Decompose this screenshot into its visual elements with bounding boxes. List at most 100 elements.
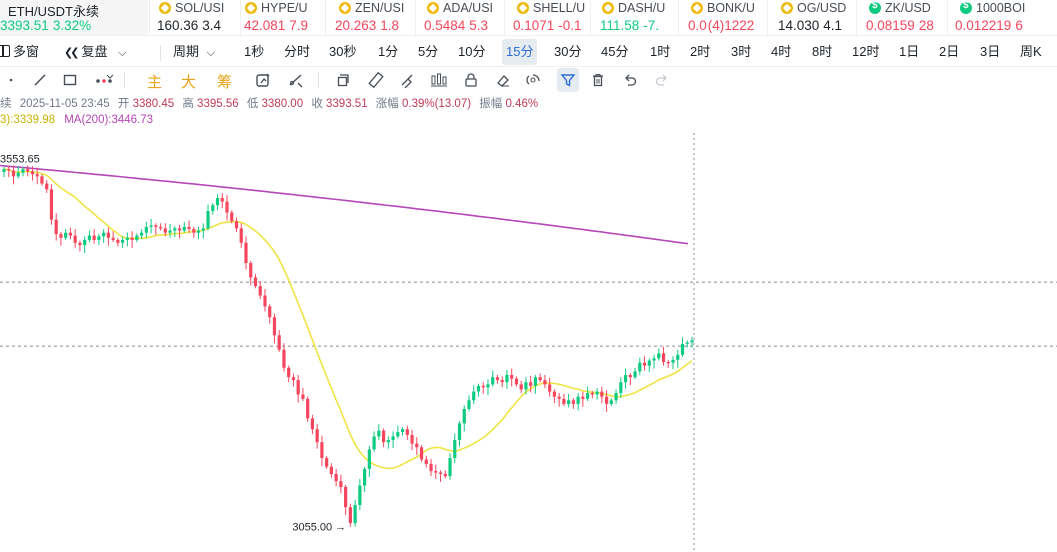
candle-body bbox=[567, 400, 571, 404]
candle-body bbox=[220, 198, 224, 202]
candle-body bbox=[282, 349, 286, 368]
interval-4[interactable]: 1分 bbox=[378, 44, 399, 59]
info-prefix: 续 bbox=[0, 98, 12, 110]
ticker-change: 4.1 bbox=[823, 18, 843, 33]
candle-body bbox=[2, 169, 6, 173]
copy-icon[interactable] bbox=[333, 68, 355, 92]
candle-body bbox=[244, 242, 248, 264]
candle-body bbox=[367, 449, 371, 469]
ohlc-info: 续 2025-11-05 23:45 开 3380.45 高 3395.56 低… bbox=[0, 95, 538, 111]
candle-body bbox=[448, 458, 452, 477]
candle-body bbox=[263, 295, 267, 307]
lock-icon[interactable] bbox=[460, 68, 482, 92]
candle-body bbox=[301, 394, 305, 399]
ruler-icon[interactable] bbox=[365, 68, 387, 92]
interval-5[interactable]: 5分 bbox=[418, 44, 439, 59]
candle-body bbox=[377, 430, 381, 437]
interval-15[interactable]: 12时 bbox=[852, 44, 880, 59]
interval-2[interactable]: 分时 bbox=[284, 44, 311, 59]
candle-body bbox=[510, 375, 514, 379]
interval-14[interactable]: 8时 bbox=[812, 44, 833, 59]
undo-icon[interactable] bbox=[619, 68, 641, 92]
redo-icon[interactable] bbox=[651, 68, 673, 92]
ticker-symbol: HYPE/U bbox=[261, 1, 308, 15]
interval-11[interactable]: 2时 bbox=[690, 44, 711, 59]
ticker-symbol: ZK/USD bbox=[885, 1, 931, 15]
interval-7[interactable]: 15分 bbox=[502, 39, 538, 65]
ticker-sol[interactable]: SOL/USI 160.36 3.4 bbox=[150, 0, 240, 35]
ticker-zen[interactable]: ZEN/USI 20.263 1.8 bbox=[326, 0, 414, 35]
ticker-eth[interactable]: ETH/USDT永续 3393.51 3.32% bbox=[0, 0, 148, 35]
replay-button[interactable]: ❮❮ 复盘 ⌵ bbox=[64, 39, 126, 65]
big-order-indicator-button[interactable]: 大 bbox=[181, 74, 197, 91]
candle-body bbox=[571, 400, 575, 404]
interval-8[interactable]: 30分 bbox=[554, 44, 582, 59]
main-indicator-button[interactable]: 主 bbox=[147, 74, 163, 91]
candle-body bbox=[102, 232, 106, 237]
ticker-hype[interactable]: HYPE/U 42.081 7.9 bbox=[241, 0, 325, 35]
change-label: 涨幅 bbox=[375, 98, 399, 110]
multi-window-button[interactable]: 多窗 bbox=[0, 39, 39, 65]
ticker-dash[interactable]: DASH/U 111.58 -7. bbox=[591, 0, 677, 35]
candle-body bbox=[590, 393, 594, 395]
bars-icon[interactable] bbox=[428, 68, 450, 92]
ticker-change: 1.8 bbox=[380, 18, 400, 33]
ticker-og[interactable]: OG/USD 14.030 4.1 bbox=[768, 0, 856, 35]
high-label: 高 bbox=[182, 98, 194, 110]
ticker-bonk[interactable]: BONK/U 0.0(4)1222 bbox=[679, 0, 767, 35]
candle-body bbox=[253, 277, 258, 287]
candle-body bbox=[287, 367, 291, 378]
trash-icon[interactable] bbox=[587, 68, 609, 92]
candle-body bbox=[196, 230, 201, 233]
eraser-icon[interactable] bbox=[492, 68, 514, 92]
interval-6[interactable]: 10分 bbox=[458, 44, 486, 59]
usdt-coin-icon bbox=[781, 2, 793, 14]
rectangle-icon[interactable] bbox=[59, 68, 81, 92]
interval-toolbar: 多窗 ❮❮ 复盘 ⌵ 周期 ⌵ 1秒 分时 30秒 1分 5分 10分 15分 30分 45分 1时… bbox=[0, 37, 1057, 67]
interval-9[interactable]: 45分 bbox=[601, 44, 629, 59]
brush-icon[interactable] bbox=[396, 68, 418, 92]
candle-body bbox=[310, 418, 315, 430]
candle-body bbox=[381, 430, 386, 443]
candle-body bbox=[400, 429, 405, 433]
interval-18[interactable]: 3日 bbox=[980, 44, 1001, 59]
ticker-shell[interactable]: SHELL/U 0.1071 -0.1 bbox=[505, 0, 589, 35]
candle-body bbox=[429, 463, 433, 472]
candle-body bbox=[121, 239, 125, 243]
trendline-icon[interactable] bbox=[29, 68, 51, 92]
magnet-icon[interactable] bbox=[523, 68, 545, 92]
chips-indicator-button[interactable]: 筹 bbox=[217, 74, 233, 91]
interval-1[interactable]: 1秒 bbox=[244, 44, 265, 59]
coin-icon bbox=[960, 0, 972, 14]
more-dots-icon[interactable] bbox=[93, 68, 115, 92]
candle-body bbox=[225, 201, 229, 213]
low-label: 低 bbox=[246, 98, 259, 110]
candle-body bbox=[514, 378, 519, 385]
ticker-ada[interactable]: ADA/USI 0.5484 5.3 bbox=[416, 0, 504, 35]
interval-19[interactable]: 周K bbox=[1020, 44, 1042, 59]
template-icon[interactable] bbox=[252, 68, 274, 92]
candle-body bbox=[59, 234, 63, 238]
candlestick-chart[interactable]: 3553.65 3055.00 → bbox=[0, 133, 1057, 552]
interval-13[interactable]: 4时 bbox=[771, 44, 792, 59]
candle-body bbox=[543, 380, 547, 385]
interval-10[interactable]: 1时 bbox=[650, 44, 671, 59]
ticker-price: 42.081 bbox=[244, 18, 286, 33]
interval-3[interactable]: 30秒 bbox=[329, 44, 357, 59]
crosshair-icon[interactable] bbox=[0, 68, 22, 92]
candle-body bbox=[396, 432, 400, 437]
ticker-change: 28 bbox=[918, 18, 934, 33]
candle-body bbox=[106, 232, 110, 238]
candle-body bbox=[130, 237, 134, 240]
interval-17[interactable]: 2日 bbox=[939, 44, 960, 59]
usdt-coin-icon bbox=[517, 2, 529, 14]
filter-icon[interactable] bbox=[557, 68, 579, 92]
interval-16[interactable]: 1日 bbox=[899, 44, 920, 59]
period-dropdown[interactable]: 周期 ⌵ bbox=[173, 39, 215, 65]
interval-12[interactable]: 3时 bbox=[731, 44, 752, 59]
candle-body bbox=[524, 382, 528, 390]
candle-body bbox=[623, 375, 628, 383]
measure-icon[interactable] bbox=[285, 68, 307, 92]
